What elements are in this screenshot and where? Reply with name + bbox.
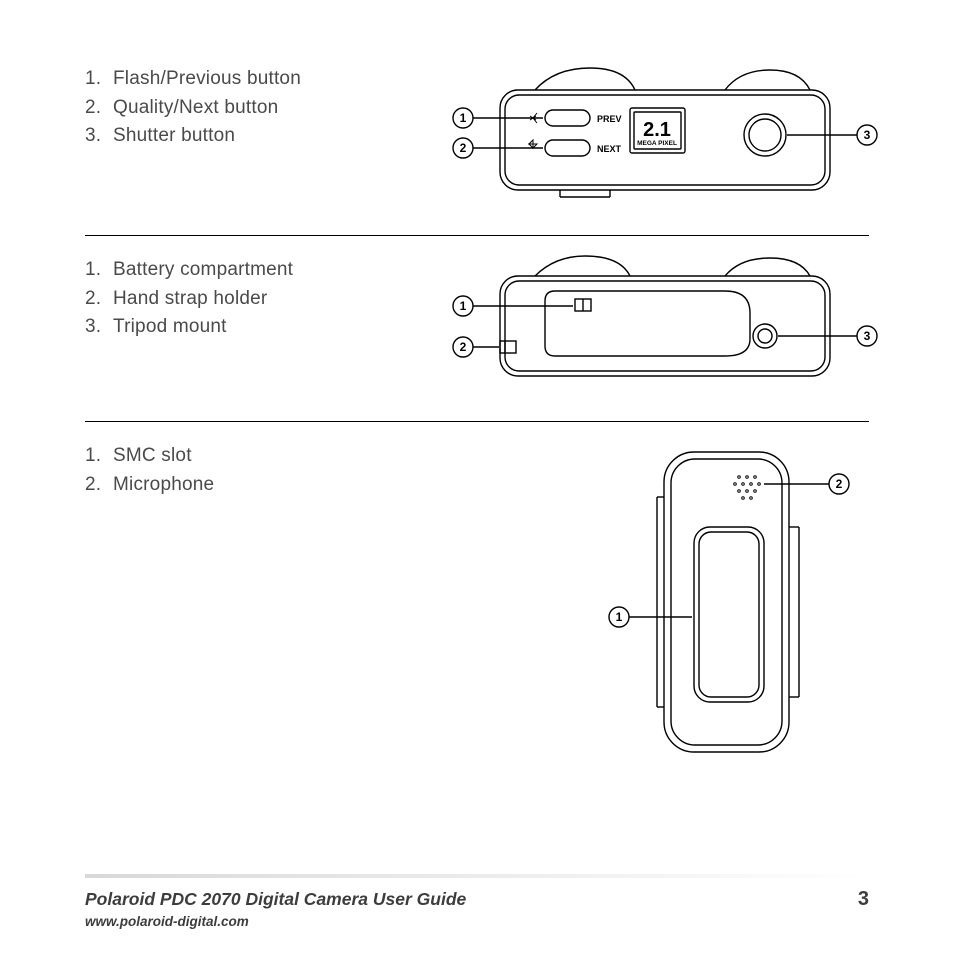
callout-label: 1 bbox=[616, 610, 623, 624]
list-item: Shutter button bbox=[85, 122, 425, 151]
footer-title: Polaroid PDC 2070 Digital Camera User Gu… bbox=[85, 889, 466, 910]
footer-gradient-band bbox=[85, 874, 869, 878]
list-item: Tripod mount bbox=[85, 313, 425, 342]
prev-label: PREV bbox=[597, 114, 622, 124]
callout-label: 2 bbox=[460, 141, 467, 155]
list-item: Microphone bbox=[85, 471, 425, 500]
list-bottom: Battery compartment Hand strap holder Tr… bbox=[85, 251, 425, 396]
list-item: SMC slot bbox=[85, 442, 425, 471]
footer-url: www.polaroid-digital.com bbox=[85, 914, 869, 929]
section-side-view: SMC slot Microphone bbox=[85, 421, 869, 792]
list-item: Battery compartment bbox=[85, 256, 425, 285]
diagram-bottom: 1 2 3 bbox=[425, 251, 885, 396]
list-item: Hand strap holder bbox=[85, 285, 425, 314]
diagram-top: 1 2 3 PREV NEXT 2.1 MEGA PIXEL bbox=[425, 60, 885, 210]
mp-text: MEGA PIXEL bbox=[637, 140, 677, 147]
section-bottom-view: Battery compartment Hand strap holder Tr… bbox=[85, 235, 869, 421]
mp-number: 2.1 bbox=[643, 119, 671, 141]
callout-label: 1 bbox=[460, 299, 467, 313]
diagram-side: 1 2 bbox=[425, 437, 869, 767]
section-top-view: Flash/Previous button Quality/Next butto… bbox=[85, 45, 869, 235]
callout-label: 3 bbox=[864, 329, 871, 343]
callout-label: 3 bbox=[864, 128, 871, 142]
callout-label: 2 bbox=[836, 477, 843, 491]
list-side: SMC slot Microphone bbox=[85, 437, 425, 767]
next-label: NEXT bbox=[597, 144, 622, 154]
footer-page-number: 3 bbox=[858, 888, 869, 911]
list-item: Flash/Previous button bbox=[85, 65, 425, 94]
list-top: Flash/Previous button Quality/Next butto… bbox=[85, 60, 425, 210]
list-item: Quality/Next button bbox=[85, 94, 425, 123]
callout-label: 2 bbox=[460, 340, 467, 354]
page-footer: Polaroid PDC 2070 Digital Camera User Gu… bbox=[0, 864, 954, 954]
callout-label: 1 bbox=[460, 111, 467, 125]
